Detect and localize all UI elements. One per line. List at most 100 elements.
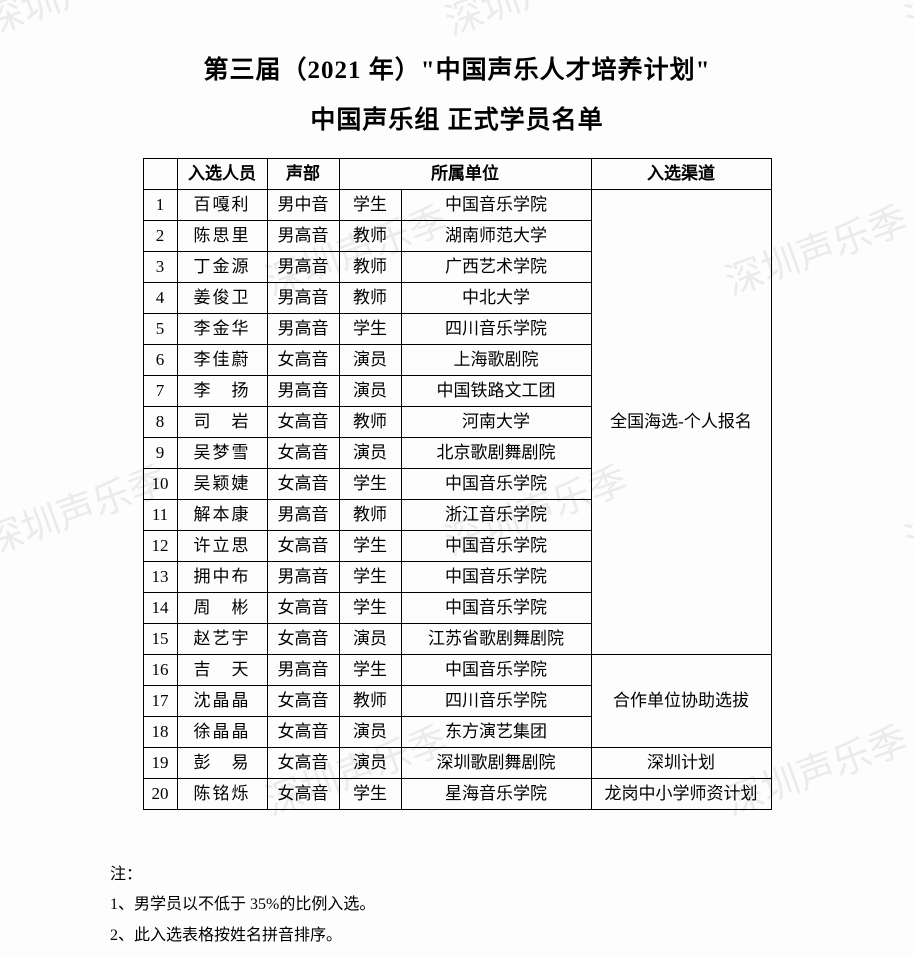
cell-role: 学生 [339,593,401,624]
cell-name: 拥中布 [177,562,267,593]
cell-role: 演员 [339,376,401,407]
cell-role: 学生 [339,190,401,221]
cell-part: 男高音 [267,655,339,686]
cell-part: 男高音 [267,500,339,531]
cell-index: 14 [143,593,177,624]
cell-org: 东方演艺集团 [401,717,591,748]
page-title-line2: 中国声乐组 正式学员名单 [80,100,834,136]
cell-part: 女高音 [267,717,339,748]
cell-role: 教师 [339,407,401,438]
cell-index: 5 [143,314,177,345]
cell-org: 中国音乐学院 [401,593,591,624]
cell-role: 教师 [339,283,401,314]
cell-name: 陈铭烁 [177,779,267,810]
cell-org: 深圳歌剧舞剧院 [401,748,591,779]
cell-part: 男高音 [267,252,339,283]
cell-part: 女高音 [267,748,339,779]
page-title-line1: 第三届（2021 年）"中国声乐人才培养计划" [80,50,834,86]
watermark-text: 深圳声乐季 [896,449,914,566]
cell-name: 李 扬 [177,376,267,407]
table-row: 1百嘎利男中音学生中国音乐学院全国海选-个人报名 [143,190,771,221]
cell-channel: 全国海选-个人报名 [591,190,771,655]
cell-name: 吴颖婕 [177,469,267,500]
cell-org: 星海音乐学院 [401,779,591,810]
cell-name: 解本康 [177,500,267,531]
notes-heading: 注： [110,860,834,890]
cell-index: 16 [143,655,177,686]
cell-org: 湖南师范大学 [401,221,591,252]
cell-name: 周 彬 [177,593,267,624]
cell-index: 2 [143,221,177,252]
cell-name: 司 岩 [177,407,267,438]
cell-name: 许立思 [177,531,267,562]
cell-index: 9 [143,438,177,469]
notes-section: 注： 1、男学员以不低于 35%的比例入选。 2、此入选表格按姓名拼音排序。 [110,860,834,951]
cell-part: 男高音 [267,283,339,314]
col-header-channel: 入选渠道 [591,159,771,190]
notes-item: 1、男学员以不低于 35%的比例入选。 [110,890,834,920]
cell-part: 女高音 [267,407,339,438]
watermark-text: 深圳声乐季 [896,0,914,46]
cell-role: 教师 [339,686,401,717]
cell-role: 教师 [339,500,401,531]
cell-org: 中国音乐学院 [401,190,591,221]
cell-index: 15 [143,624,177,655]
cell-index: 7 [143,376,177,407]
cell-name: 李金华 [177,314,267,345]
cell-name: 彭 易 [177,748,267,779]
cell-org: 北京歌剧舞剧院 [401,438,591,469]
cell-org: 上海歌剧院 [401,345,591,376]
cell-role: 学生 [339,469,401,500]
col-header-org: 所属单位 [339,159,591,190]
col-header-part: 声部 [267,159,339,190]
cell-org: 中国音乐学院 [401,655,591,686]
cell-org: 中国音乐学院 [401,562,591,593]
cell-org: 中国音乐学院 [401,531,591,562]
cell-org: 中国音乐学院 [401,469,591,500]
cell-index: 11 [143,500,177,531]
cell-role: 教师 [339,221,401,252]
cell-org: 浙江音乐学院 [401,500,591,531]
cell-part: 女高音 [267,779,339,810]
cell-role: 学生 [339,314,401,345]
cell-index: 19 [143,748,177,779]
cell-role: 教师 [339,252,401,283]
cell-index: 12 [143,531,177,562]
cell-name: 百嘎利 [177,190,267,221]
cell-org: 广西艺术学院 [401,252,591,283]
cell-index: 13 [143,562,177,593]
cell-role: 演员 [339,438,401,469]
cell-org: 河南大学 [401,407,591,438]
cell-part: 男中音 [267,190,339,221]
cell-org: 中国铁路文工团 [401,376,591,407]
cell-index: 17 [143,686,177,717]
cell-index: 6 [143,345,177,376]
cell-part: 女高音 [267,469,339,500]
cell-channel: 龙岗中小学师资计划 [591,779,771,810]
cell-role: 学生 [339,531,401,562]
cell-index: 1 [143,190,177,221]
cell-role: 演员 [339,748,401,779]
cell-role: 学生 [339,562,401,593]
cell-channel: 合作单位协助选拔 [591,655,771,748]
cell-name: 吴梦雪 [177,438,267,469]
watermark-text: 深圳声乐季 [0,0,174,46]
col-header-name: 入选人员 [177,159,267,190]
watermark-text: 深圳声乐季 [436,0,633,46]
notes-item: 2、此入选表格按姓名拼音排序。 [110,921,834,951]
cell-part: 男高音 [267,314,339,345]
table-row: 19彭 易女高音演员深圳歌剧舞剧院深圳计划 [143,748,771,779]
cell-role: 学生 [339,779,401,810]
cell-role: 演员 [339,717,401,748]
cell-name: 徐晶晶 [177,717,267,748]
cell-part: 女高音 [267,438,339,469]
cell-part: 男高音 [267,221,339,252]
col-header-index [143,159,177,190]
table-row: 16吉 天男高音学生中国音乐学院合作单位协助选拔 [143,655,771,686]
cell-name: 丁金源 [177,252,267,283]
cell-part: 男高音 [267,562,339,593]
cell-role: 学生 [339,655,401,686]
cell-name: 吉 天 [177,655,267,686]
cell-index: 20 [143,779,177,810]
cell-index: 10 [143,469,177,500]
